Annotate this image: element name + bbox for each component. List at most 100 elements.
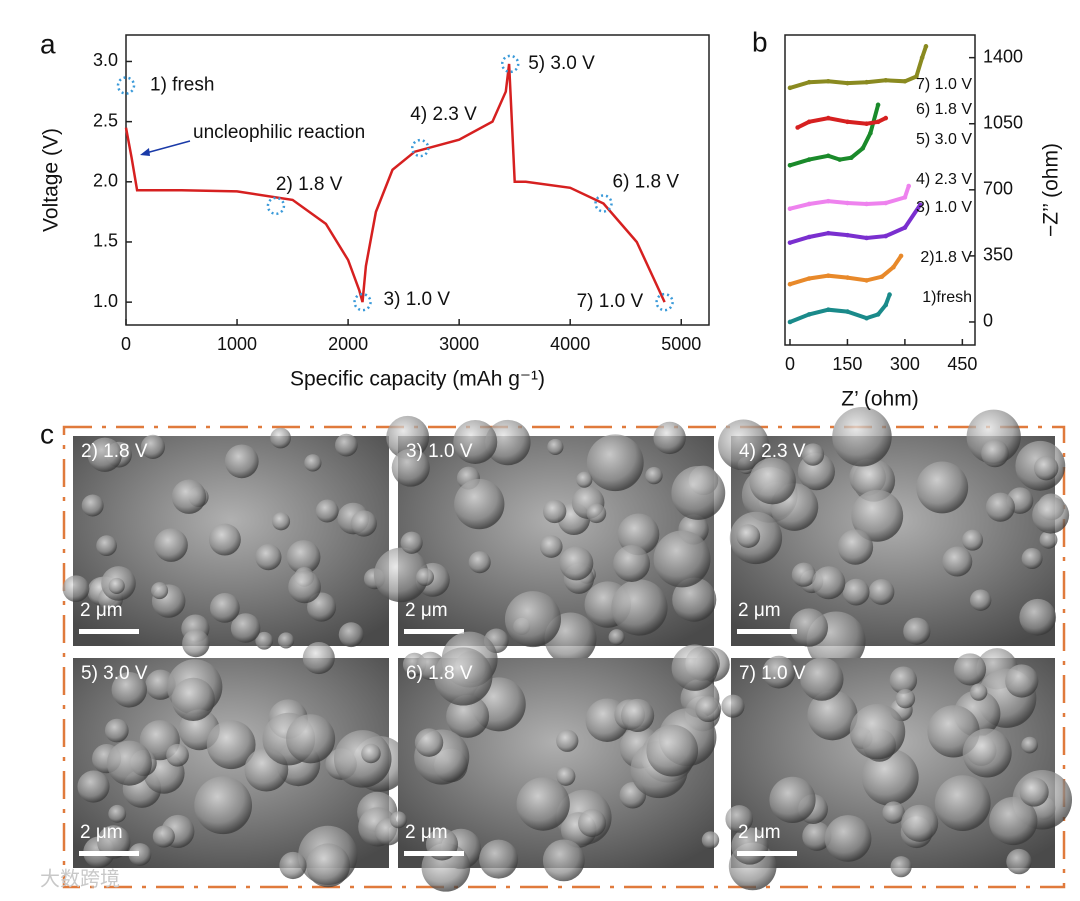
data-line	[789, 254, 903, 287]
data-point	[806, 234, 812, 240]
series-label: 1)fresh	[922, 289, 972, 306]
sem-grain	[725, 805, 754, 833]
sem-grain	[1033, 455, 1059, 481]
sem-grain	[208, 523, 241, 556]
data-line	[789, 104, 881, 168]
sem-grain	[151, 582, 169, 600]
state-label: 6) 1.8 V	[613, 171, 680, 192]
x-tick-label: 450	[947, 354, 977, 374]
data-point	[825, 153, 831, 159]
data-point	[845, 309, 850, 314]
sem-grain	[171, 479, 207, 514]
scale-label: 2 μm	[738, 822, 781, 843]
sem-grain	[617, 513, 660, 556]
sem-grain	[206, 720, 256, 770]
sem-grain	[479, 839, 519, 879]
sem-grain	[224, 444, 259, 479]
sem-grain	[302, 642, 335, 675]
sem-grain	[62, 575, 90, 603]
sem-grain	[542, 499, 567, 524]
sem-grain	[934, 775, 991, 831]
data-point	[914, 74, 919, 79]
sem-grain	[901, 804, 939, 842]
y-tick-label: 1400	[983, 46, 1023, 66]
state-marker	[594, 194, 613, 213]
sem-grain	[279, 851, 307, 880]
sem-grain	[559, 546, 594, 581]
scale-bar	[79, 851, 139, 856]
sem-grain	[453, 419, 498, 464]
sem-grain	[586, 434, 644, 492]
sem-grain	[889, 666, 918, 694]
sem-grain	[556, 766, 576, 786]
data-point	[787, 85, 793, 91]
sem-grain	[414, 728, 444, 757]
data-point	[864, 315, 869, 321]
data-point	[902, 225, 908, 230]
data-point	[787, 281, 793, 287]
sem-grain	[578, 809, 607, 838]
x-axis-label: Z’ (ohm)	[841, 388, 918, 411]
sem-grain	[128, 843, 152, 866]
sem-grain	[653, 530, 711, 588]
sem-grain	[1021, 548, 1043, 570]
data-point	[806, 312, 812, 317]
state-marker	[353, 292, 372, 312]
data-point	[906, 183, 912, 189]
state-label: 5) 3.0 V	[528, 53, 595, 74]
sem-grain	[903, 617, 931, 645]
sem-grain	[842, 578, 870, 606]
state-label: 7) 1.0 V	[577, 291, 644, 312]
sem-grain	[140, 434, 166, 459]
dashed-border	[62, 425, 1066, 889]
sem-grain	[194, 776, 253, 835]
image-label: 2) 1.8 V	[81, 441, 148, 462]
sem-grain	[851, 489, 904, 542]
x-axis-label: Specific capacity (mAh g⁻¹)	[290, 368, 545, 391]
scale-bar	[404, 851, 464, 856]
sem-grain	[895, 689, 916, 709]
data-point	[875, 312, 881, 317]
data-line	[789, 185, 911, 211]
sem-grain	[576, 471, 593, 488]
data-point	[837, 157, 843, 162]
scale-bar	[404, 629, 464, 634]
image-label: 7) 1.0 V	[739, 663, 806, 684]
scale-label: 2 μm	[405, 600, 448, 621]
sem-grain	[516, 777, 570, 831]
sem-grain	[736, 524, 761, 548]
data-point	[825, 307, 831, 312]
arrow-head	[140, 148, 150, 156]
sem-grain	[304, 454, 322, 472]
data-point	[883, 115, 889, 121]
series-label: 7) 1.0 V	[916, 76, 972, 93]
panel-label: c	[40, 418, 54, 449]
panel-label: a	[40, 28, 56, 59]
sem-grain	[1039, 530, 1058, 549]
data-point	[825, 78, 831, 84]
sem-grain	[272, 512, 291, 531]
state-marker	[655, 292, 674, 312]
sem-grain	[361, 743, 381, 764]
sem-grain	[182, 629, 210, 658]
sem-grain	[556, 729, 579, 752]
state-marker	[500, 54, 520, 74]
sem-grain	[97, 825, 131, 859]
data-point	[902, 195, 908, 200]
x-tick-label: 0	[121, 334, 131, 354]
scale-label: 2 μm	[738, 600, 781, 621]
sem-grain	[154, 528, 188, 562]
y-tick-label: 350	[983, 245, 1013, 265]
data-point	[806, 79, 812, 85]
sem-grain	[111, 672, 148, 708]
sem-grain	[837, 529, 874, 565]
y-tick-label: 1.0	[93, 291, 118, 311]
sem-grain	[504, 591, 561, 648]
data-point	[883, 200, 889, 206]
sem-grain	[454, 478, 505, 530]
sem-grain	[277, 632, 295, 649]
sem-grain	[230, 613, 261, 643]
sem-grain	[315, 499, 339, 523]
sem-grain	[916, 461, 969, 514]
